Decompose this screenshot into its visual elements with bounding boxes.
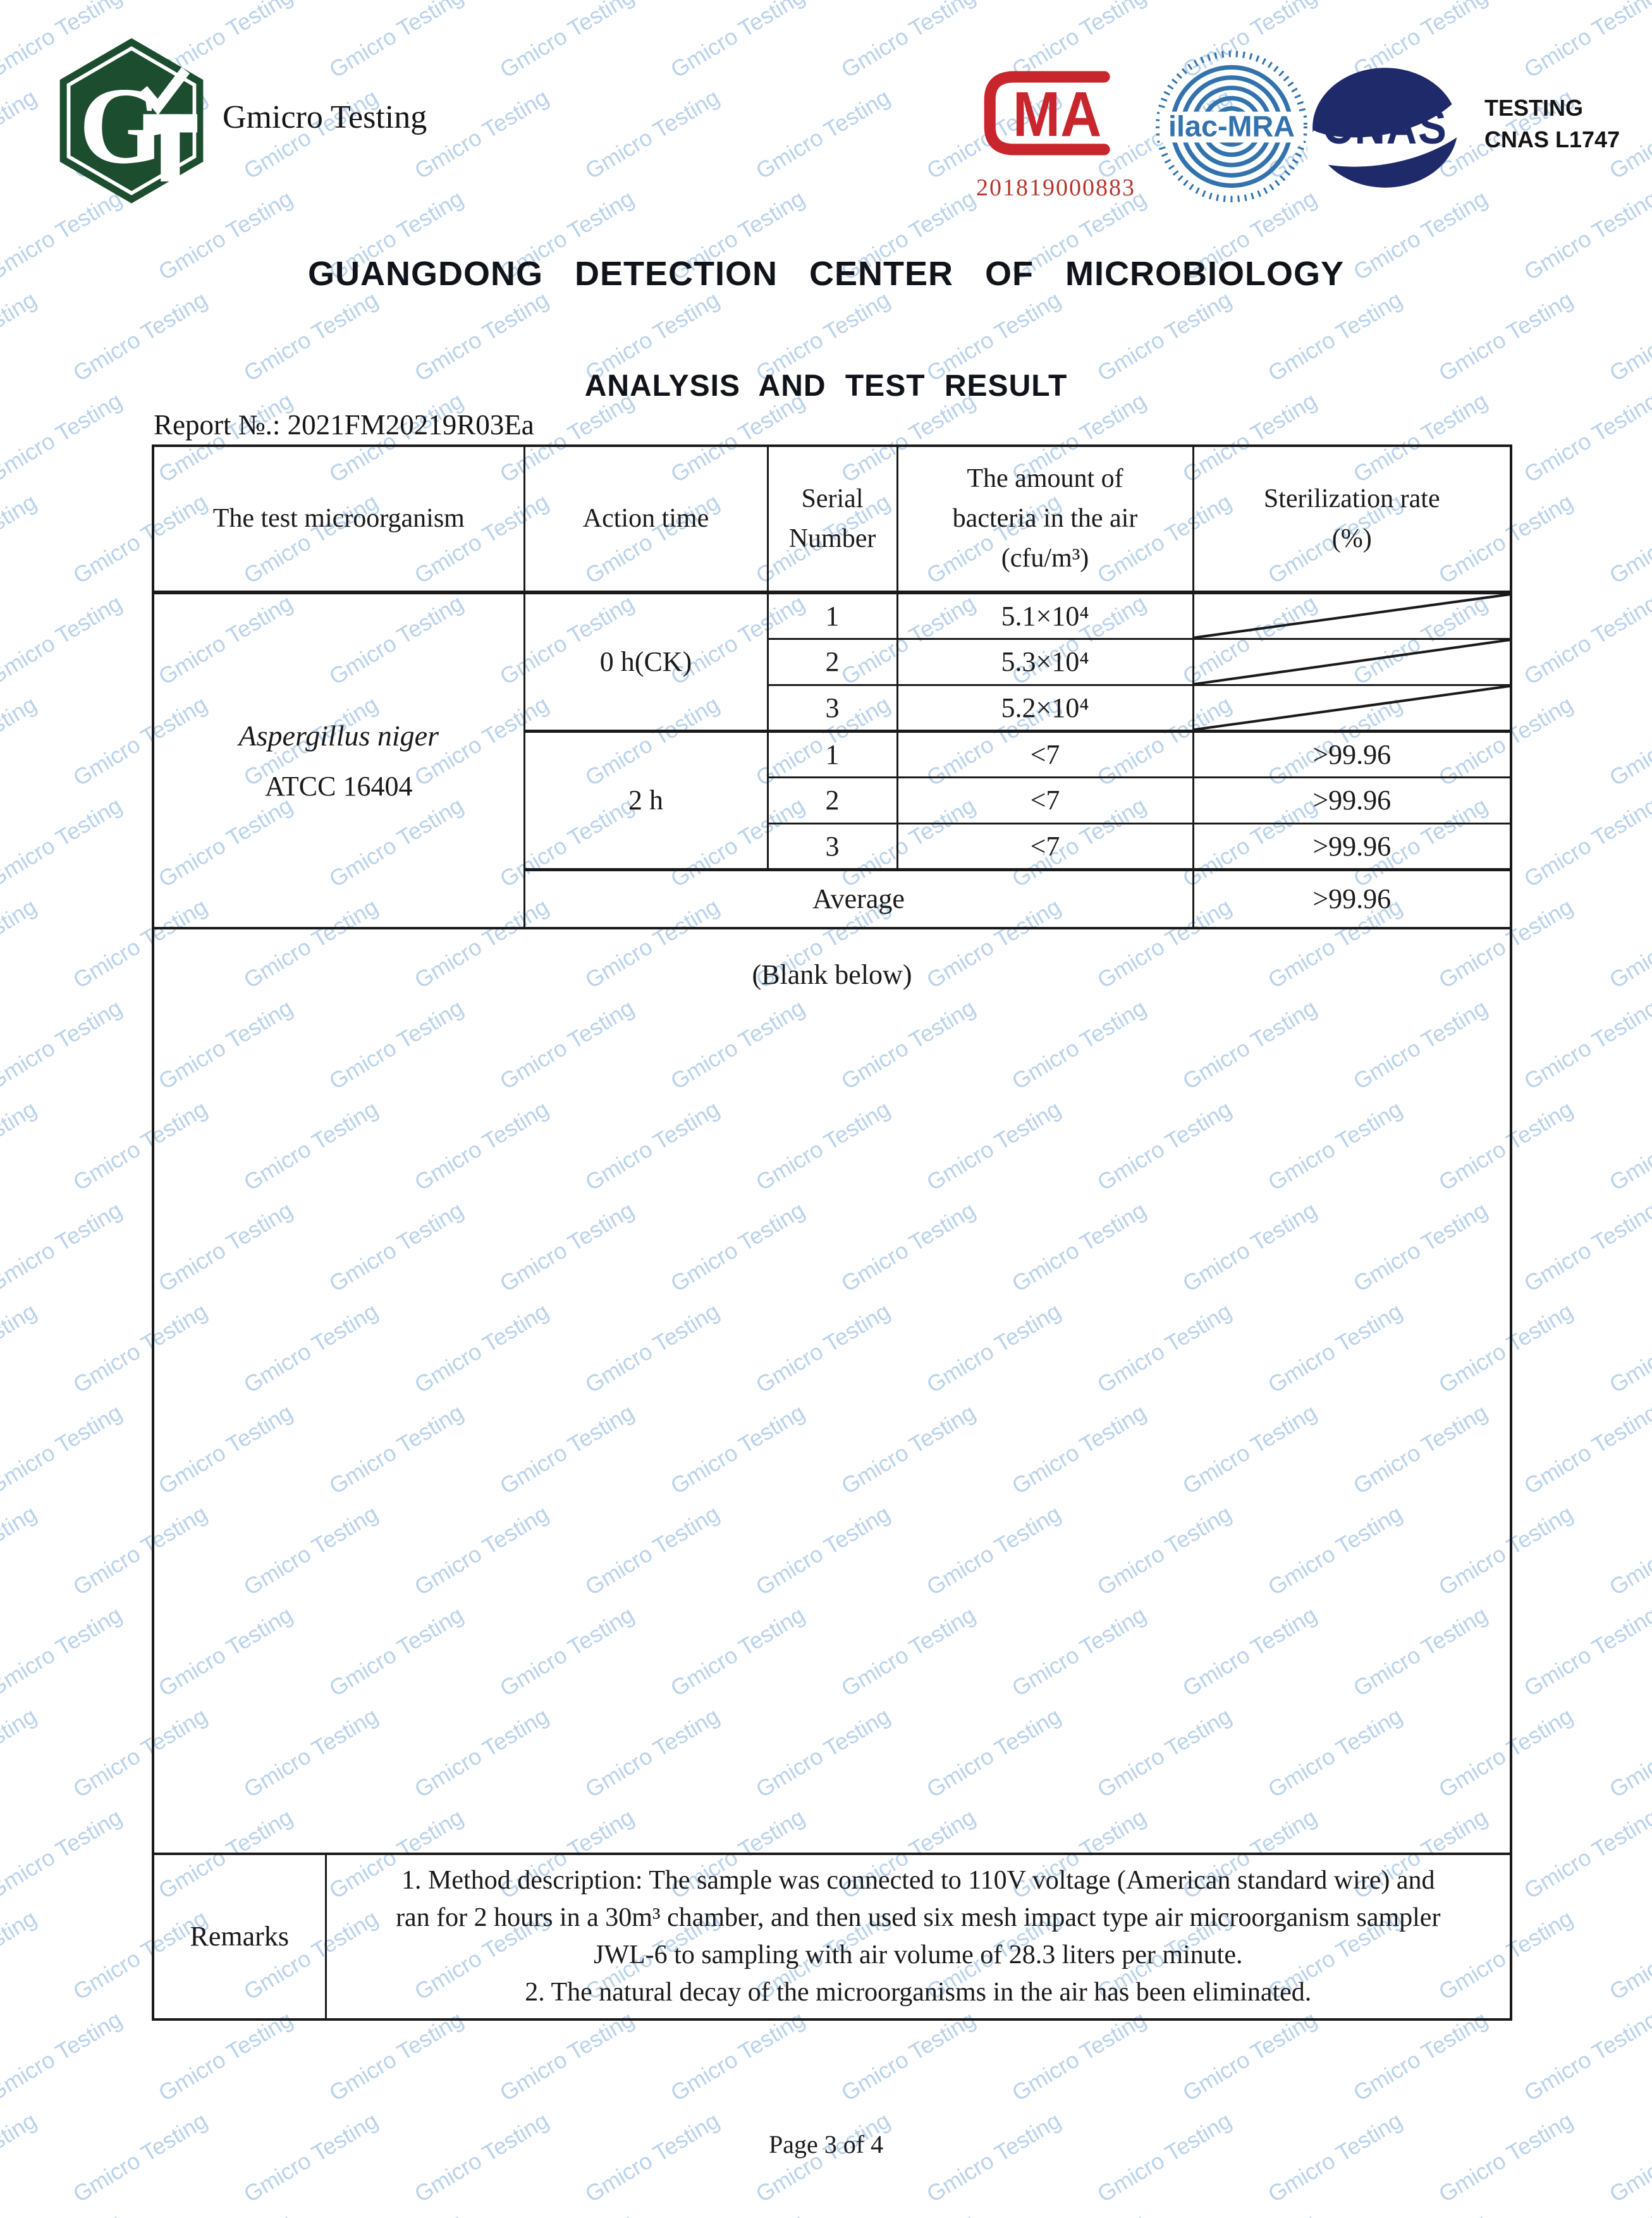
blank-section-cell: (Blank below): [152, 926, 1512, 1854]
amount-cell: 5.1×10⁴: [896, 591, 1194, 640]
col-header-sterilization-rate: Sterilization rate (%): [1192, 444, 1512, 594]
rate-cell: >99.96: [1192, 776, 1512, 824]
cma-logo-icon: MA: [984, 71, 1110, 156]
report-number: Report №.: 2021FM20219R03Ea: [154, 409, 534, 441]
remarks-line: 2. The natural decay of the microorganis…: [525, 1977, 1312, 2007]
action-time-cell: 0 h(CK): [523, 591, 769, 732]
serial-cell: 3: [766, 822, 898, 871]
cma-logo: MA 201819000883: [975, 61, 1137, 202]
cnas-caption-line1: TESTING: [1484, 95, 1584, 121]
cnas-logo: CNAS: [1301, 62, 1486, 193]
rate-cell-crossed: [1192, 683, 1512, 732]
rate-cell: >99.96: [1192, 729, 1512, 778]
serial-cell: 2: [766, 637, 898, 686]
amount-cell: <7: [896, 822, 1194, 871]
gt-hexagon-icon: G: [59, 38, 204, 204]
ilac-mra-logo-icon: ilac-MRA: [1156, 51, 1307, 202]
check-icon: [139, 67, 190, 116]
average-rate-cell: >99.96: [1192, 867, 1512, 929]
amount-cell: <7: [896, 776, 1194, 824]
cnas-caption: TESTING CNAS L1747: [1484, 92, 1620, 156]
remarks-line: ran for 2 hours in a 30m³ chamber, and t…: [396, 1902, 1441, 1932]
table-header-row: The test microorganism Action time Seria…: [152, 444, 1512, 594]
average-row: Average >99.96: [153, 867, 1512, 929]
results-table: The test microorganism Action time Seria…: [152, 444, 1513, 2021]
serial-cell: 2: [766, 776, 898, 824]
serial-cell: 3: [766, 683, 898, 732]
page-number: Page 3 of 4: [768, 2130, 884, 2159]
remarks-label-cell: Remarks: [152, 1852, 327, 2020]
amount-cell: <7: [896, 729, 1194, 778]
remarks-row: Remarks 1. Method description: The sampl…: [152, 1852, 1512, 2020]
ilac-mra-logo: ilac-MRA: [1154, 49, 1309, 204]
cnas-caption-line2: CNAS L1747: [1484, 126, 1620, 152]
company-name: Gmicro Testing: [223, 99, 427, 135]
microorganism-strain: ATCC 16404: [265, 770, 413, 802]
amount-cell: 5.3×10⁴: [896, 637, 1194, 686]
serial-cell: 1: [766, 729, 898, 778]
table-row: 2 h 1 <7 >99.96: [153, 729, 1512, 871]
rate-cell: >99.96: [1192, 822, 1512, 871]
col-header-serial-number: Serial Number: [766, 444, 898, 594]
action-time-cell: 2 h: [523, 729, 769, 871]
average-label-cell: Average: [523, 867, 1194, 929]
gt-letter-t-stem: [161, 114, 180, 181]
col-header-action-time: Action time: [523, 444, 769, 594]
diagonal-strike-icon: [1194, 640, 1510, 684]
gmicro-logo-icon: G: [56, 37, 207, 205]
microorganism-name: Aspergillus niger: [238, 719, 439, 752]
blank-below-note: (Blank below): [752, 959, 912, 990]
organization-title: GUANGDONG DETECTION CENTER OF MICROBIOLO…: [307, 255, 1344, 293]
document-title: ANALYSIS AND TEST RESULT: [584, 369, 1068, 403]
cma-letters: MA: [1013, 79, 1101, 150]
diagonal-strike-icon: [1194, 594, 1510, 638]
remarks-line: JWL-6 to sampling with air volume of 28.…: [594, 1940, 1243, 1970]
rate-cell-crossed: [1192, 591, 1512, 640]
table-row: 3 <7 >99.96: [153, 822, 1512, 871]
table-row: 2 <7 >99.96: [153, 776, 1512, 824]
table-row: Aspergillus niger ATCC 16404 0 h(CK) 1 5…: [152, 591, 1512, 929]
microorganism-cell: Aspergillus niger ATCC 16404: [152, 591, 525, 929]
blank-section-row: (Blank below): [152, 926, 1512, 1854]
amount-cell: 5.2×10⁴: [896, 683, 1194, 732]
remarks-body-cell: 1. Method description: The sample was co…: [324, 1852, 1512, 2020]
cnas-logo-icon: CNAS: [1301, 68, 1486, 188]
table-row: 2 5.3×10⁴: [153, 637, 1512, 686]
rate-cell-crossed: [1192, 637, 1512, 686]
cnas-letters: CNAS: [1323, 101, 1447, 154]
table-row: 3 5.2×10⁴: [153, 683, 1512, 732]
remarks-line: 1. Method description: The sample was co…: [401, 1865, 1435, 1895]
col-header-microorganism: The test microorganism: [152, 444, 525, 594]
col-header-amount: The amount of bacteria in the air (cfu/m…: [896, 444, 1194, 594]
cma-license-number: 201819000883: [976, 175, 1135, 201]
diagonal-strike-icon: [1194, 686, 1510, 730]
ilac-mra-label: ilac-MRA: [1168, 109, 1295, 142]
serial-cell: 1: [766, 591, 898, 640]
